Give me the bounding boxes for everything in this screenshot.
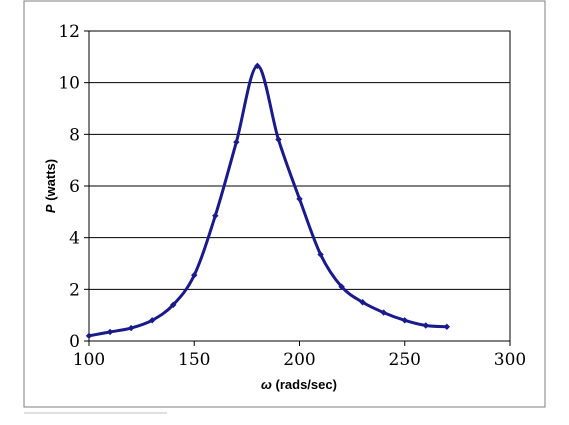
data-point-180: [254, 62, 261, 70]
data-point-240: [380, 309, 387, 316]
x-tick-label-200: 200: [283, 350, 315, 370]
tick-labels: 0 2 4 6 8 10 12 100 150 200 250 300: [58, 22, 526, 370]
data-series: [85, 62, 451, 340]
x-tick-label-250: 250: [389, 350, 421, 370]
data-point-190: [275, 136, 282, 143]
gridlines: [89, 82, 510, 290]
data-point-200: [296, 195, 303, 203]
y-tick-label-4: 4: [69, 229, 80, 249]
data-point-130: [148, 317, 156, 324]
data-point-220: [338, 283, 345, 290]
y-tick-label-2: 2: [69, 280, 80, 300]
data-point-260: [422, 322, 429, 329]
data-point-160: [212, 212, 219, 219]
x-axis-title: ω (rads/sec): [261, 377, 337, 392]
y-tick-label-8: 8: [69, 125, 80, 145]
y-tick-label-10: 10: [58, 74, 80, 94]
data-point-250: [401, 317, 408, 324]
axis-ticks: [84, 30, 511, 346]
chart-frame: [23, 0, 546, 408]
data-point-210: [317, 251, 324, 258]
x-tick-label-100: 100: [73, 350, 105, 370]
data-point-120: [127, 324, 135, 332]
data-point-230: [359, 299, 366, 306]
y-tick-label-12: 12: [58, 22, 80, 42]
x-tick-label-150: 150: [178, 350, 210, 370]
y-tick-label-0: 0: [69, 332, 80, 352]
data-point-100: [85, 332, 93, 340]
data-point-110: [106, 328, 114, 336]
x-tick-label-300: 300: [494, 350, 526, 370]
data-point-270: [443, 323, 451, 330]
data-point-150: [191, 271, 198, 279]
y-axis-title: P (watts): [43, 159, 58, 213]
data-point-140: [170, 301, 177, 309]
y-tick-label-6: 6: [69, 177, 80, 197]
data-point-170: [233, 138, 240, 146]
